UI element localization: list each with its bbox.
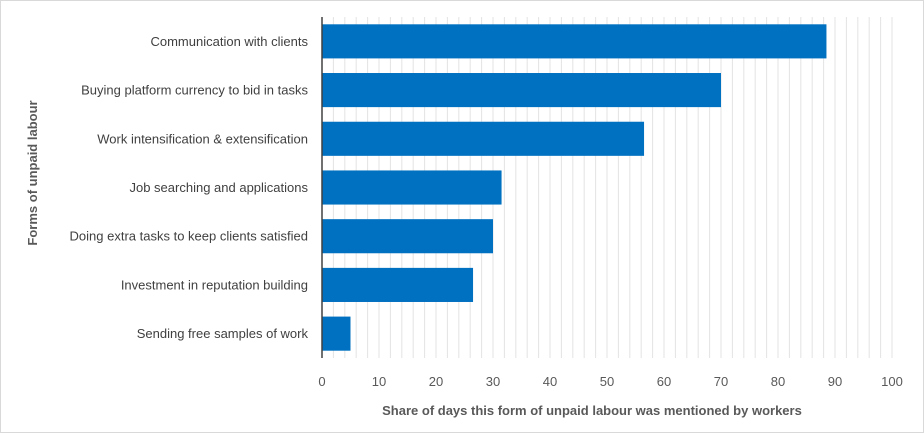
bar [322,316,351,351]
category-labels: Communication with clients Buying platfor… [70,34,309,341]
bar [322,73,721,108]
bar [322,121,645,156]
bars [322,24,827,351]
category-label: Investment in reputation building [121,277,308,292]
x-tick-label: 0 [318,374,325,389]
x-tick-labels: 0 10 20 30 40 50 60 70 80 90 100 [318,374,902,389]
category-label: Buying platform currency to bid in tasks [81,83,308,98]
category-label: Work intensification & extensification [97,131,308,146]
x-tick-label: 60 [657,374,671,389]
x-tick-label: 30 [486,374,500,389]
category-label: Doing extra tasks to keep clients satisf… [70,229,308,244]
x-tick-label: 80 [771,374,785,389]
x-tick-label: 40 [543,374,557,389]
bar [322,24,827,59]
bar [322,170,502,205]
x-tick-label: 10 [372,374,386,389]
x-axis-title: Share of days this form of unpaid labour… [382,403,802,418]
x-tick-label: 50 [600,374,614,389]
x-tick-label: 90 [828,374,842,389]
category-label: Communication with clients [150,34,308,49]
bar [322,219,493,254]
category-label: Job searching and applications [129,180,308,195]
bar [322,267,474,302]
x-tick-label: 70 [714,374,728,389]
category-label: Sending free samples of work [137,326,309,341]
y-axis-title: Forms of unpaid labour [25,100,40,245]
x-tick-label: 100 [881,374,903,389]
x-tick-label: 20 [429,374,443,389]
